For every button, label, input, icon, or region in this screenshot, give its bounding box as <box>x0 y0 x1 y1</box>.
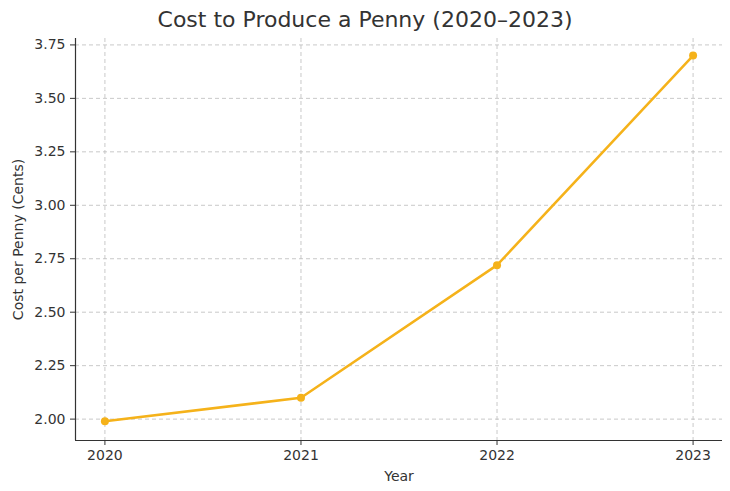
svg-text:3.00: 3.00 <box>34 197 65 213</box>
svg-text:Cost per Penny (Cents): Cost per Penny (Cents) <box>10 159 26 320</box>
html-text:Cost to Produce a Penny (2020–: Cost to Produce a Penny (2020–2023) <box>157 7 573 32</box>
svg-text:3.75: 3.75 <box>34 36 65 52</box>
svg-text:3.50: 3.50 <box>34 90 65 106</box>
svg-text:2.50: 2.50 <box>34 304 65 320</box>
svg-text:2020: 2020 <box>87 447 123 463</box>
svg-text:2022: 2022 <box>479 447 515 463</box>
svg-text:3.25: 3.25 <box>34 143 65 159</box>
svg-text:Year: Year <box>383 468 414 484</box>
svg-text:2.00: 2.00 <box>34 411 65 427</box>
svg-text:2.75: 2.75 <box>34 250 65 266</box>
svg-text:2023: 2023 <box>675 447 711 463</box>
svg-text:2021: 2021 <box>283 447 319 463</box>
svg-text:2.25: 2.25 <box>34 357 65 373</box>
